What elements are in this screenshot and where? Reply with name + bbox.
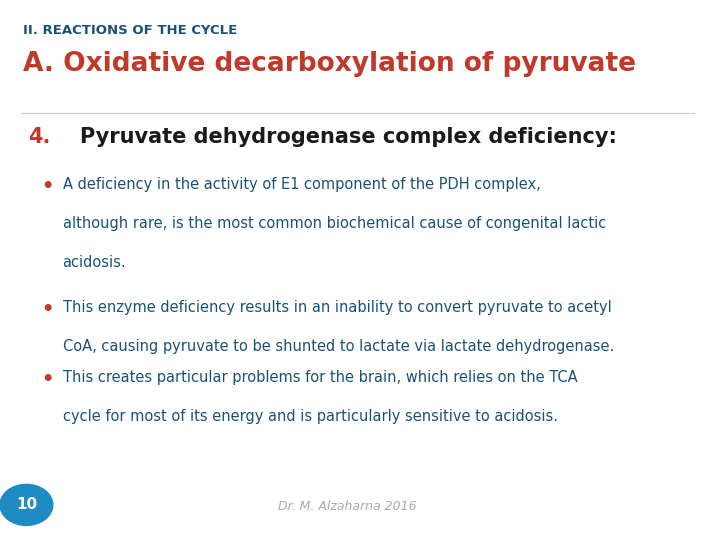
- Text: This enzyme deficiency results in an inability to convert pyruvate to acetyl: This enzyme deficiency results in an ina…: [63, 300, 611, 315]
- Text: •: •: [42, 177, 54, 196]
- Text: •: •: [42, 370, 54, 389]
- Text: 4.: 4.: [28, 127, 50, 147]
- Text: cycle for most of its energy and is particularly sensitive to acidosis.: cycle for most of its energy and is part…: [63, 409, 557, 424]
- Text: acidosis.: acidosis.: [63, 255, 126, 270]
- Text: A. Oxidative decarboxylation of pyruvate: A. Oxidative decarboxylation of pyruvate: [23, 51, 636, 77]
- Text: 10: 10: [16, 497, 37, 512]
- Text: Dr. M. Alzaharna 2016: Dr. M. Alzaharna 2016: [278, 500, 417, 513]
- Text: •: •: [42, 300, 54, 319]
- Text: CoA, causing pyruvate to be shunted to lactate via lactate dehydrogenase.: CoA, causing pyruvate to be shunted to l…: [63, 339, 613, 354]
- Text: A deficiency in the activity of E1 component of the PDH complex,: A deficiency in the activity of E1 compo…: [63, 177, 540, 192]
- Text: This creates particular problems for the brain, which relies on the TCA: This creates particular problems for the…: [63, 370, 577, 385]
- Text: although rare, is the most common biochemical cause of congenital lactic: although rare, is the most common bioche…: [63, 216, 606, 231]
- Text: II. REACTIONS OF THE CYCLE: II. REACTIONS OF THE CYCLE: [23, 24, 237, 37]
- Circle shape: [0, 484, 53, 525]
- Text: Pyruvate dehydrogenase complex deficiency:: Pyruvate dehydrogenase complex deficienc…: [80, 127, 617, 147]
